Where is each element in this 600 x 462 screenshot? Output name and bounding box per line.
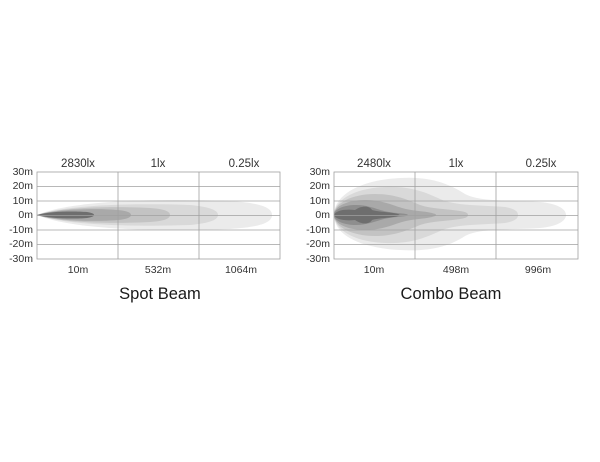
combo-lux-label-far: 0.25lx — [526, 158, 557, 170]
combo-y-tick: 0m — [315, 209, 330, 221]
spot-beam-title: Spot Beam — [119, 285, 201, 303]
combo-x-tick: 498m — [443, 264, 470, 276]
combo-beam-zones — [334, 177, 566, 251]
combo-zone-core — [334, 206, 400, 224]
combo-y-tick: 10m — [310, 195, 331, 207]
combo-y-tick: 20m — [310, 180, 331, 192]
combo-y-tick: 30m — [310, 166, 331, 178]
combo-y-axis-labels: 30m 20m 10m 0m -10m -20m -30m — [306, 166, 330, 265]
combo-grid — [333, 171, 579, 260]
combo-lux-label-near: 2480lx — [357, 158, 391, 170]
spot-lux-label-mid: 1lx — [151, 158, 166, 170]
combo-x-tick: 10m — [364, 264, 385, 276]
spot-x-tick: 10m — [68, 264, 89, 276]
combo-beam-title: Combo Beam — [401, 285, 502, 303]
combo-y-tick: -30m — [306, 253, 330, 265]
spot-y-axis-labels: 30m 20m 10m 0m -10m -20m -30m — [9, 166, 33, 265]
spot-y-tick: -10m — [9, 224, 33, 236]
spot-x-tick: 1064m — [225, 264, 257, 276]
combo-lux-label-mid: 1lx — [449, 158, 464, 170]
spot-x-tick: 532m — [145, 264, 172, 276]
spot-y-tick: 10m — [13, 195, 34, 207]
combo-x-tick: 996m — [525, 264, 552, 276]
combo-beam-diagram: 2480lx 1lx 0.25lx 30m 20m 10m 0m -10m -2… — [306, 158, 579, 303]
spot-lux-label-far: 0.25lx — [229, 158, 260, 170]
spot-y-tick: -30m — [9, 253, 33, 265]
spot-beam-zones — [37, 199, 272, 231]
spot-lux-label-near: 2830lx — [61, 158, 95, 170]
spot-y-tick: 30m — [13, 166, 34, 178]
spot-y-tick: 20m — [13, 180, 34, 192]
combo-y-tick: -10m — [306, 224, 330, 236]
spot-beam-diagram: 2830lx 1lx 0.25lx 30m 20m 10m 0m -10m -2… — [9, 158, 281, 303]
spot-zone-core — [37, 211, 94, 219]
spot-grid — [36, 171, 281, 260]
combo-y-tick: -20m — [306, 238, 330, 250]
spot-y-tick: 0m — [18, 209, 33, 221]
spot-y-tick: -20m — [9, 238, 33, 250]
